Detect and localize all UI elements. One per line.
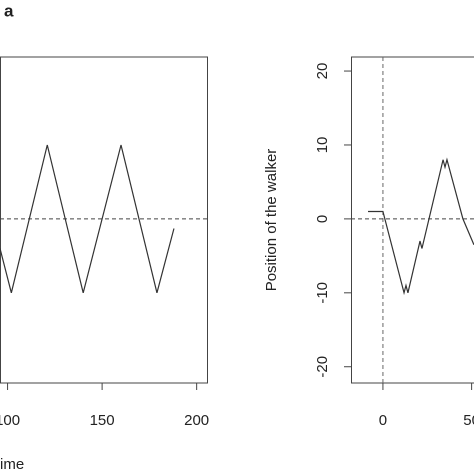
x-tick-label: 150 — [90, 412, 115, 429]
x-tick-label: 100 — [0, 412, 20, 429]
y-tick-label: -10 — [314, 282, 331, 304]
y-tick-label: 20 — [314, 63, 331, 80]
x-axis-label: ime — [0, 456, 24, 473]
plot-frame — [0, 56, 208, 384]
plot-area — [351, 57, 474, 383]
x-tick-label: 50 — [463, 412, 474, 429]
x-tick-label: 0 — [379, 412, 387, 429]
y-tick-label: 10 — [314, 137, 331, 154]
y-tick-label: -20 — [314, 356, 331, 378]
y-tick-label: 0 — [314, 215, 331, 223]
x-tick-label: 200 — [184, 412, 209, 429]
plot-area — [0, 144, 208, 293]
data-line — [368, 157, 474, 296]
panel-label: a — [4, 1, 14, 20]
plot-frame — [351, 56, 474, 384]
y-axis-label: Position of the walker — [263, 149, 280, 292]
data-line — [0, 144, 175, 293]
